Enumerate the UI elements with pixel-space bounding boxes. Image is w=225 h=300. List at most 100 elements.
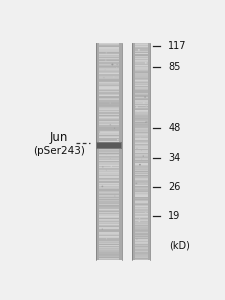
Bar [132,48,149,50]
Ellipse shape [134,233,135,234]
Ellipse shape [138,220,140,222]
Bar [95,68,122,69]
Ellipse shape [135,148,137,149]
Bar [132,95,149,96]
Bar [95,136,122,137]
Bar [95,233,122,234]
Bar [132,254,149,256]
Bar [95,134,122,135]
Bar [132,160,149,161]
Bar [95,154,122,156]
Ellipse shape [138,207,139,208]
Bar [95,98,122,99]
Bar [132,210,149,211]
Bar [132,119,149,120]
Bar [132,183,149,184]
Bar [132,94,149,95]
Bar [132,98,149,99]
Bar [132,237,149,238]
Bar [95,119,122,120]
Bar [132,221,149,222]
Bar [95,182,122,183]
Bar [132,82,149,83]
Bar [95,189,122,190]
Ellipse shape [114,195,115,197]
Bar [95,209,122,210]
Ellipse shape [112,76,114,78]
Bar [95,47,122,48]
Bar [95,74,122,76]
Bar [132,62,149,64]
Ellipse shape [117,139,118,140]
Bar [132,175,149,176]
Bar [132,211,149,212]
Bar [132,125,149,127]
Bar [95,220,122,221]
Bar [132,121,149,122]
Bar [95,256,122,257]
Bar [132,63,149,64]
Ellipse shape [101,166,103,167]
Bar [132,142,149,144]
Bar [95,112,122,113]
Bar [132,188,149,190]
Bar [132,44,149,45]
Bar [95,156,122,157]
Ellipse shape [137,111,138,112]
Bar [132,259,149,260]
Ellipse shape [144,122,146,123]
Bar [132,177,149,178]
Bar [95,71,122,72]
Bar [95,179,122,181]
Bar [95,123,122,124]
Bar [95,174,122,176]
Bar [132,101,149,103]
Bar [95,43,122,260]
Bar [132,220,149,221]
Bar [95,113,122,115]
Bar [95,116,122,118]
Bar [132,123,149,124]
Bar [132,250,149,251]
Bar [118,43,122,260]
Bar [132,140,149,142]
Bar [95,218,122,219]
Ellipse shape [142,155,143,157]
Bar [95,114,122,116]
Bar [95,160,122,161]
Bar [132,126,149,128]
Bar [132,248,149,249]
Bar [132,240,149,242]
Bar [95,207,122,208]
Bar [132,198,149,199]
Bar [132,148,149,149]
Bar [95,142,122,149]
Bar [95,158,122,159]
Bar [132,69,149,70]
Bar [95,205,122,206]
Bar [132,222,149,223]
Bar [132,133,149,134]
Bar [95,121,122,122]
Bar [95,181,122,182]
Bar [95,168,122,169]
Bar [95,153,122,155]
Bar [95,61,122,62]
Ellipse shape [142,102,144,104]
Bar [132,81,149,82]
Ellipse shape [105,52,107,54]
Bar [95,227,122,229]
Bar [95,242,122,244]
Bar [132,142,149,143]
Bar [132,84,149,85]
Bar [95,69,122,70]
Bar [132,58,149,59]
Bar [132,225,149,226]
Bar [95,86,122,87]
Bar [95,225,122,226]
Bar [132,110,149,111]
Bar [132,219,149,220]
Ellipse shape [101,229,103,230]
Bar [95,54,122,55]
Bar [132,116,149,117]
